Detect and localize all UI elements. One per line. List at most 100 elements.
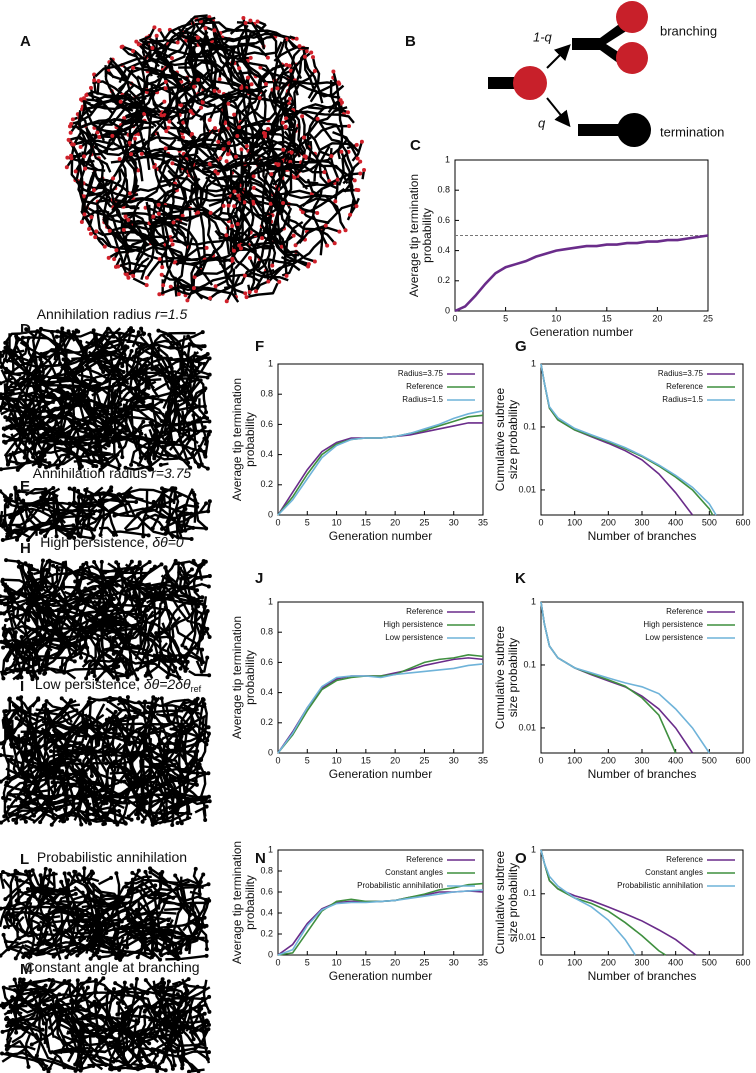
- panel-letter: J: [255, 570, 263, 587]
- network-tip: [249, 56, 253, 60]
- network-tip: [89, 1050, 93, 1054]
- network-tip: [166, 333, 170, 337]
- network-tip: [151, 953, 155, 957]
- y-tick-label: 0: [268, 949, 273, 959]
- network-tip: [76, 978, 80, 982]
- y-axis-label: Average tip termination: [230, 841, 244, 964]
- network-tip: [201, 344, 205, 348]
- network-tip: [47, 978, 51, 982]
- x-tick-label: 35: [478, 957, 488, 967]
- network-tip: [128, 1064, 132, 1068]
- network-tip: [130, 983, 134, 987]
- network-tip: [119, 100, 123, 104]
- network-tip: [207, 1023, 211, 1027]
- network-tip: [92, 560, 96, 564]
- y-axis-label: Cumulative subtree: [493, 387, 507, 491]
- network-tip: [336, 177, 340, 181]
- network-tip: [10, 745, 14, 749]
- network-tip: [126, 695, 130, 699]
- network-tip: [79, 1069, 83, 1073]
- network-tip: [266, 56, 270, 60]
- y-tick-label: 0.6: [260, 657, 273, 667]
- network-tip: [347, 124, 351, 128]
- y-tick-label: 0.1: [523, 888, 536, 898]
- x-tick-label: 35: [478, 517, 488, 527]
- network-tip: [185, 298, 189, 302]
- network-tip: [15, 877, 19, 881]
- network-tip: [344, 228, 348, 232]
- network-tip: [108, 229, 112, 233]
- x-tick-label: 35: [478, 755, 488, 765]
- network-tip: [155, 34, 159, 38]
- network-tip: [94, 429, 98, 433]
- network-tip: [51, 564, 55, 568]
- network-tip: [94, 978, 98, 982]
- tip: [616, 42, 648, 74]
- network-tip: [42, 1002, 46, 1006]
- x-tick-label: 600: [735, 957, 750, 967]
- network-tip: [67, 872, 71, 876]
- network-tip: [205, 805, 209, 809]
- network-tip: [116, 264, 120, 268]
- network-tip: [164, 1068, 168, 1072]
- network-tip: [182, 756, 186, 760]
- network-tip: [202, 698, 206, 702]
- network-tip: [6, 461, 10, 465]
- network-tip: [99, 340, 103, 344]
- network-tip: [164, 146, 168, 150]
- y-tick-label: 0.6: [260, 419, 273, 429]
- network-tip: [207, 1010, 211, 1014]
- network-tip: [186, 335, 190, 339]
- network-tip: [202, 986, 206, 990]
- network-tip: [208, 499, 212, 503]
- network-tip: [302, 135, 306, 139]
- network-branch: [43, 869, 46, 885]
- network-tip: [202, 771, 206, 775]
- x-tick-label: 0: [538, 755, 543, 765]
- network-tip: [24, 820, 28, 824]
- network-tip: [6, 597, 10, 601]
- network-tip: [199, 106, 203, 110]
- network-tip: [171, 669, 175, 673]
- network-tip: [179, 667, 183, 671]
- network-tip: [157, 292, 161, 296]
- legend-label: Low persistence: [385, 633, 443, 642]
- network-tip: [104, 987, 108, 991]
- network-tip: [284, 125, 288, 129]
- network-tip: [188, 913, 192, 917]
- network-tip: [166, 918, 170, 922]
- network-tip: [2, 986, 6, 990]
- network-tip: [113, 820, 117, 824]
- network-tip: [18, 977, 22, 981]
- network-tip: [143, 700, 147, 704]
- network-tip: [292, 176, 296, 180]
- y-tick-label: 0.2: [437, 275, 450, 285]
- network-tip: [236, 222, 240, 226]
- network-tip: [207, 995, 211, 999]
- network-tip: [186, 816, 190, 820]
- legend-label: Constant angles: [645, 868, 703, 877]
- network-tip: [144, 800, 148, 804]
- network-tip: [281, 148, 285, 152]
- network-tip: [0, 1052, 4, 1056]
- network-tip: [86, 818, 90, 822]
- x-tick-label: 25: [419, 517, 429, 527]
- network-tip: [4, 799, 8, 803]
- network-tip: [208, 574, 212, 578]
- network-tip: [117, 809, 121, 813]
- network-tip: [31, 384, 35, 388]
- network-tip: [109, 489, 113, 493]
- y-axis-label: probability: [243, 875, 257, 930]
- network-tip: [136, 1036, 140, 1040]
- network-tip: [194, 723, 198, 727]
- network-tip: [73, 659, 77, 663]
- network-tip: [100, 915, 104, 919]
- legend-label: Reference: [406, 855, 443, 864]
- network-tip: [354, 204, 358, 208]
- network-tip: [120, 45, 124, 49]
- network-tip: [198, 892, 202, 896]
- x-tick-label: 10: [332, 755, 342, 765]
- network-tip: [348, 213, 352, 217]
- network-tip: [260, 236, 264, 240]
- network-tip: [89, 701, 93, 705]
